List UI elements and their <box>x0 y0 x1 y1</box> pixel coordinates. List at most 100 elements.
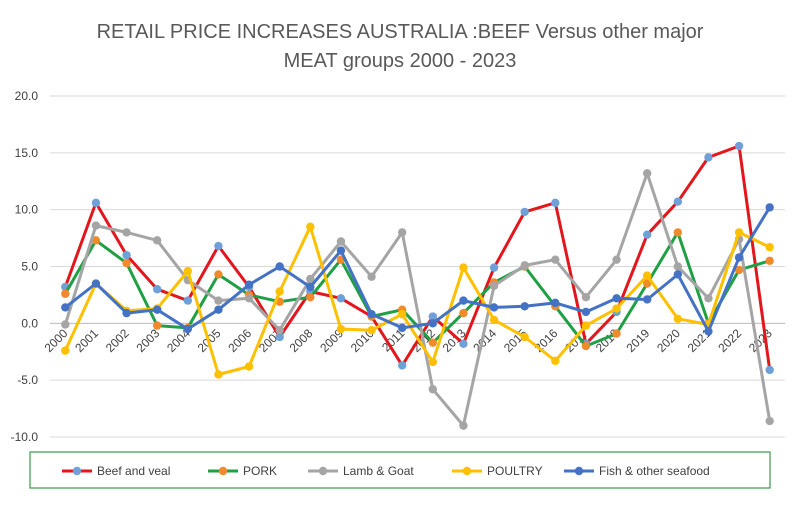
data-point <box>153 236 161 244</box>
data-point <box>92 279 100 287</box>
data-point <box>674 315 682 323</box>
legend-label: PORK <box>243 464 277 478</box>
data-point <box>612 294 620 302</box>
data-point <box>61 320 69 328</box>
data-point <box>612 329 620 337</box>
data-point <box>674 228 682 236</box>
data-point <box>184 325 192 333</box>
data-point <box>429 385 437 393</box>
data-point <box>582 293 590 301</box>
data-point <box>214 270 222 278</box>
data-point <box>92 199 100 207</box>
data-point <box>245 294 253 302</box>
data-point <box>337 246 345 254</box>
data-point <box>275 262 283 270</box>
data-point <box>61 346 69 354</box>
data-point <box>153 305 161 313</box>
data-point <box>551 299 559 307</box>
data-point <box>643 230 651 238</box>
data-point <box>245 362 253 370</box>
data-point <box>337 325 345 333</box>
x-tick-label: 2006 <box>225 326 254 355</box>
legend-marker <box>319 467 327 475</box>
data-point <box>674 270 682 278</box>
data-point <box>674 198 682 206</box>
data-point <box>551 255 559 263</box>
data-point <box>582 321 590 329</box>
data-point <box>704 294 712 302</box>
data-point <box>459 263 467 271</box>
data-point <box>459 309 467 317</box>
data-point <box>765 243 773 251</box>
line-chart: RETAIL PRICE INCREASES AUSTRALIA :BEEF V… <box>0 0 800 500</box>
data-point <box>214 305 222 313</box>
x-tick-label: 2001 <box>72 326 101 355</box>
data-point <box>735 253 743 261</box>
data-point <box>184 296 192 304</box>
y-axis: 20.0 15.0 10.0 5.0 0.0 -5.0 -10.0 <box>11 89 39 444</box>
data-point <box>398 324 406 332</box>
data-point <box>765 203 773 211</box>
y-tick-label: -10.0 <box>11 430 39 444</box>
data-point <box>735 228 743 236</box>
data-point <box>674 262 682 270</box>
legend-label: Lamb & Goat <box>343 464 414 478</box>
data-point <box>551 357 559 365</box>
legend: Beef and veal PORK Lamb & Goat POULTRY Fish … <box>30 452 770 488</box>
data-point <box>612 304 620 312</box>
x-tick-label: 2016 <box>532 326 561 355</box>
y-tick-label: 20.0 <box>15 89 39 103</box>
x-tick-label: 2008 <box>287 326 316 355</box>
data-point <box>765 257 773 265</box>
data-point <box>520 333 528 341</box>
data-point <box>704 327 712 335</box>
legend-marker <box>219 467 227 475</box>
chart-title: RETAIL PRICE INCREASES AUSTRALIA :BEEF V… <box>97 21 704 43</box>
data-point <box>429 338 437 346</box>
data-point <box>306 223 314 231</box>
legend-label: Fish & other seafood <box>599 464 710 478</box>
x-tick-label: 2002 <box>103 326 132 355</box>
data-point <box>765 366 773 374</box>
data-point <box>61 303 69 311</box>
data-point <box>582 308 590 316</box>
data-point <box>367 310 375 318</box>
data-point <box>153 321 161 329</box>
data-point <box>429 319 437 327</box>
x-tick-label: 2020 <box>654 326 683 355</box>
data-point <box>275 287 283 295</box>
data-point <box>184 267 192 275</box>
data-point <box>551 199 559 207</box>
legend-marker <box>575 467 583 475</box>
legend-label: Beef and veal <box>97 464 170 478</box>
data-point <box>337 237 345 245</box>
data-point <box>398 310 406 318</box>
data-point <box>245 280 253 288</box>
data-point <box>735 142 743 150</box>
legend-marker <box>463 467 471 475</box>
data-point <box>122 309 130 317</box>
x-tick-label: 2019 <box>624 326 653 355</box>
data-point <box>490 316 498 324</box>
chart-subtitle: MEAT groups 2000 - 2023 <box>284 50 517 72</box>
data-point <box>520 302 528 310</box>
data-point <box>214 296 222 304</box>
data-point <box>520 261 528 269</box>
y-tick-label: 0.0 <box>21 316 38 330</box>
data-point <box>398 228 406 236</box>
series-group <box>61 142 774 430</box>
data-point <box>61 290 69 298</box>
data-point <box>459 421 467 429</box>
data-point <box>490 282 498 290</box>
data-point <box>398 361 406 369</box>
data-point <box>214 242 222 250</box>
series <box>61 169 774 430</box>
x-tick-label: 2003 <box>134 326 163 355</box>
data-point <box>459 340 467 348</box>
data-point <box>306 293 314 301</box>
data-point <box>643 295 651 303</box>
data-point <box>306 283 314 291</box>
data-point <box>490 303 498 311</box>
data-point <box>275 326 283 334</box>
data-point <box>643 169 651 177</box>
